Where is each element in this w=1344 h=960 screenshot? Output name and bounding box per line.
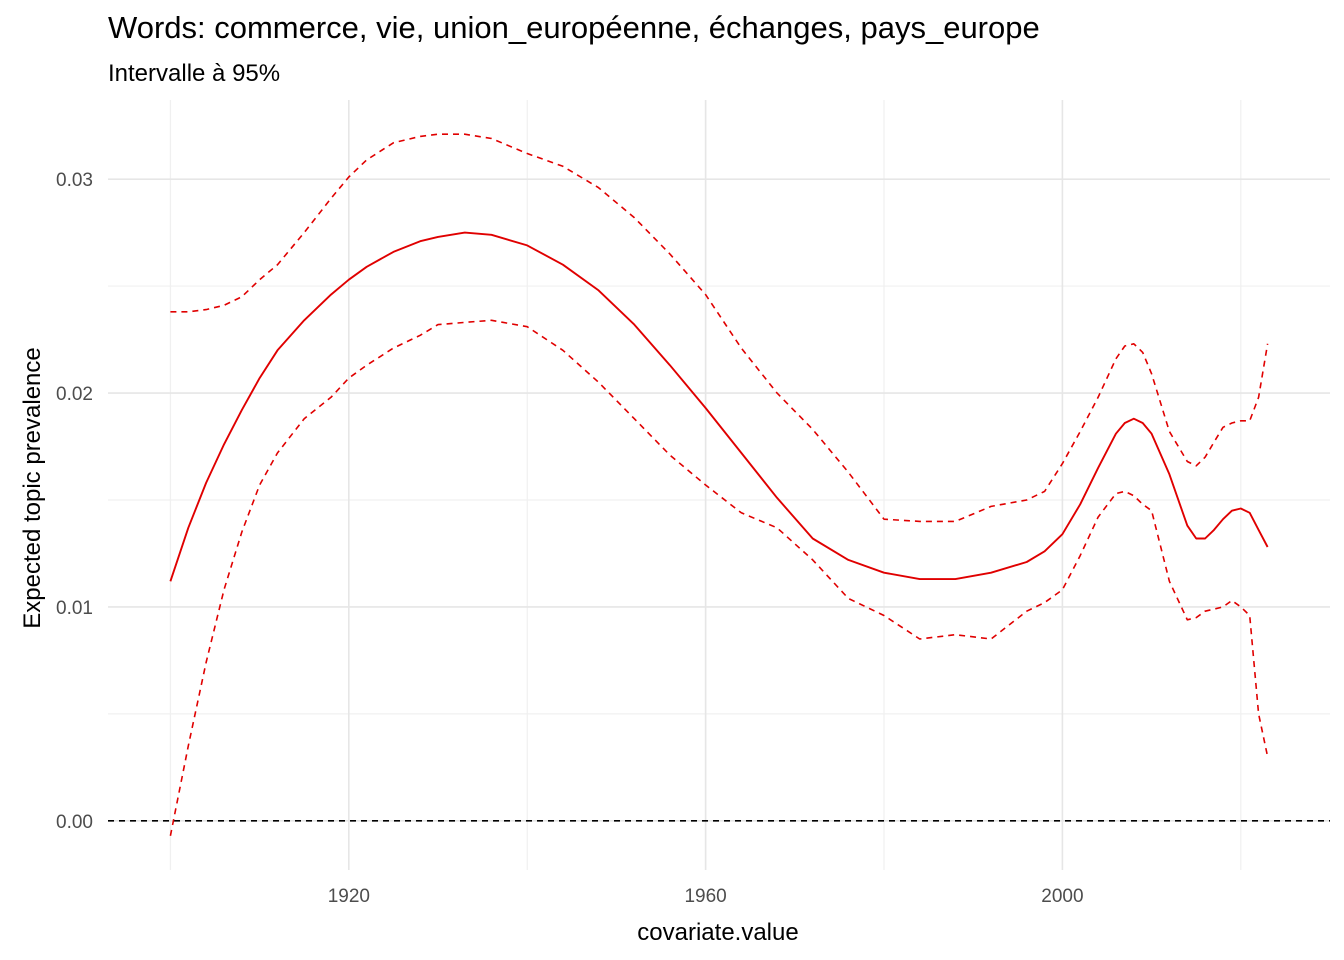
chart-subtitle: Intervalle à 95% — [108, 60, 281, 87]
y-tick-label: 0.01 — [56, 598, 93, 619]
chart-title: Words: commerce, vie, union_européenne, … — [108, 10, 1040, 45]
upper-bound-line — [170, 133, 1269, 523]
x-tick-label: 2000 — [1041, 886, 1083, 907]
lower-bound-line — [169, 319, 1269, 836]
y-axis-title: Expected topic prevalence — [19, 347, 46, 629]
y-tick-label: 0.02 — [56, 384, 93, 405]
estimate-line — [169, 231, 1269, 582]
minor-gridlines — [108, 100, 1330, 870]
tick-labels: 1920 1960 2000 0.00 0.01 0.02 0.03 — [56, 170, 1084, 907]
x-tick-label: 1960 — [684, 886, 726, 907]
y-tick-label: 0.00 — [56, 812, 93, 833]
x-tick-label: 1920 — [328, 886, 370, 907]
x-axis-title: covariate.value — [637, 919, 798, 946]
major-gridlines — [108, 100, 1330, 870]
y-tick-label: 0.03 — [56, 170, 93, 191]
series-layer — [169, 133, 1269, 836]
